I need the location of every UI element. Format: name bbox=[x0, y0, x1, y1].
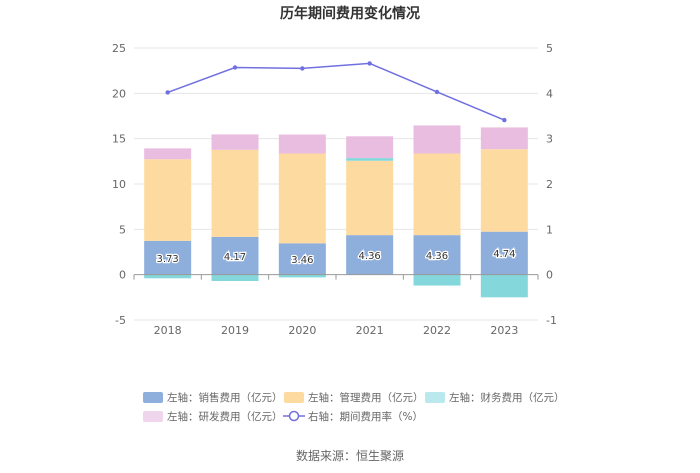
bar-data-label: 4.36 bbox=[426, 251, 448, 262]
bar-data-label: 4.17 bbox=[224, 252, 246, 263]
left-tick-label: -5 bbox=[115, 314, 126, 327]
bar-rnd-2022 bbox=[413, 125, 461, 154]
bar-sales-2021 bbox=[346, 235, 394, 275]
bar-rnd-2020 bbox=[278, 134, 326, 154]
grid-lines bbox=[134, 47, 538, 321]
left-tick-label: 25 bbox=[112, 42, 126, 55]
bar-sales-2020 bbox=[278, 243, 326, 275]
bar-data-labels: 3.73 4.17 3.46 4.36 4.36 4.74 bbox=[155, 248, 516, 267]
legend: 左轴：销售费用（亿元） 左轴：管理费用（亿元） 左轴：财务费用（亿元） 左轴：研发费用… bbox=[143, 391, 565, 423]
bar-rnd-2019 bbox=[211, 134, 259, 150]
right-tick-label: -1 bbox=[546, 314, 557, 327]
legend-label: 左轴：管理费用（亿元） bbox=[308, 391, 424, 404]
legend-label: 左轴：研发费用（亿元） bbox=[167, 410, 283, 423]
bar-data-label: 4.36 bbox=[359, 251, 381, 262]
left-tick-label: 20 bbox=[112, 87, 126, 100]
left-tick-label: 15 bbox=[112, 133, 126, 146]
bar-management-2021 bbox=[346, 160, 394, 236]
right-axis-ticks: -1 0 1 2 3 4 5 bbox=[546, 42, 557, 327]
bar-data-label: 3.73 bbox=[157, 254, 179, 265]
bar-sales-2018 bbox=[144, 240, 192, 275]
legend-swatch bbox=[143, 392, 163, 403]
x-tick-label: 2023 bbox=[490, 324, 518, 337]
bar-finance-2019 bbox=[211, 274, 259, 282]
bar-sales-2019 bbox=[211, 236, 259, 275]
bar-finance-2018 bbox=[144, 274, 192, 279]
x-tick-label: 2022 bbox=[423, 324, 451, 337]
bar-finance-2021 bbox=[346, 158, 394, 161]
legend-swatch bbox=[284, 392, 304, 403]
bar-management-2019 bbox=[211, 149, 259, 237]
left-tick-label: 0 bbox=[119, 269, 126, 282]
legend-label: 左轴：销售费用（亿元） bbox=[167, 391, 283, 404]
legend-swatch bbox=[143, 411, 163, 422]
bar-rnd-2021 bbox=[346, 136, 394, 159]
x-tick-label: 2021 bbox=[356, 324, 384, 337]
bar-management-2020 bbox=[278, 153, 326, 244]
bar-finance-2020 bbox=[278, 274, 326, 278]
bar-data-label: 3.46 bbox=[291, 255, 313, 266]
left-tick-label: 5 bbox=[119, 223, 126, 236]
bar-sales-2023 bbox=[480, 231, 528, 275]
bar-finance-2022 bbox=[413, 274, 461, 286]
expense-ratio-line bbox=[165, 61, 507, 123]
bar-rnd-2023 bbox=[480, 127, 528, 150]
ratio-point bbox=[434, 89, 440, 95]
chart-title: 历年期间费用变化情况 bbox=[280, 5, 420, 22]
bar-finance-2023 bbox=[480, 274, 528, 298]
bar-sales-2022 bbox=[413, 235, 461, 275]
bar-management-2022 bbox=[413, 153, 461, 236]
legend-line-marker bbox=[288, 410, 300, 422]
ratio-point bbox=[367, 61, 372, 66]
left-axis-ticks: -5 0 5 10 15 20 25 bbox=[112, 42, 126, 327]
bar-management-2023 bbox=[480, 149, 528, 232]
x-tick-label: 2019 bbox=[221, 324, 249, 337]
ratio-point bbox=[300, 66, 305, 71]
bar-series bbox=[144, 125, 528, 298]
ratio-point bbox=[232, 65, 238, 70]
right-tick-label: 3 bbox=[546, 133, 553, 146]
x-axis: 2018 2019 2020 2021 2022 2023 bbox=[133, 274, 539, 337]
right-tick-label: 2 bbox=[546, 178, 553, 191]
ratio-line-path bbox=[167, 62, 505, 121]
right-tick-label: 4 bbox=[546, 87, 553, 100]
data-source: 数据来源：恒生聚源 bbox=[296, 448, 404, 463]
right-tick-label: 5 bbox=[546, 42, 553, 55]
left-tick-label: 10 bbox=[112, 178, 126, 191]
legend-swatch bbox=[425, 392, 445, 403]
legend-label: 右轴：期间费用率（%） bbox=[308, 410, 423, 423]
legend-label: 左轴：财务费用（亿元） bbox=[449, 391, 565, 404]
bar-data-label: 4.74 bbox=[493, 249, 515, 260]
ratio-point bbox=[502, 117, 507, 123]
bar-rnd-2018 bbox=[144, 148, 192, 160]
right-tick-label: 0 bbox=[546, 269, 553, 282]
ratio-point bbox=[165, 90, 170, 95]
right-tick-label: 1 bbox=[546, 223, 553, 236]
bar-management-2018 bbox=[144, 159, 192, 241]
x-tick-label: 2018 bbox=[154, 324, 182, 337]
x-tick-label: 2020 bbox=[288, 324, 316, 337]
